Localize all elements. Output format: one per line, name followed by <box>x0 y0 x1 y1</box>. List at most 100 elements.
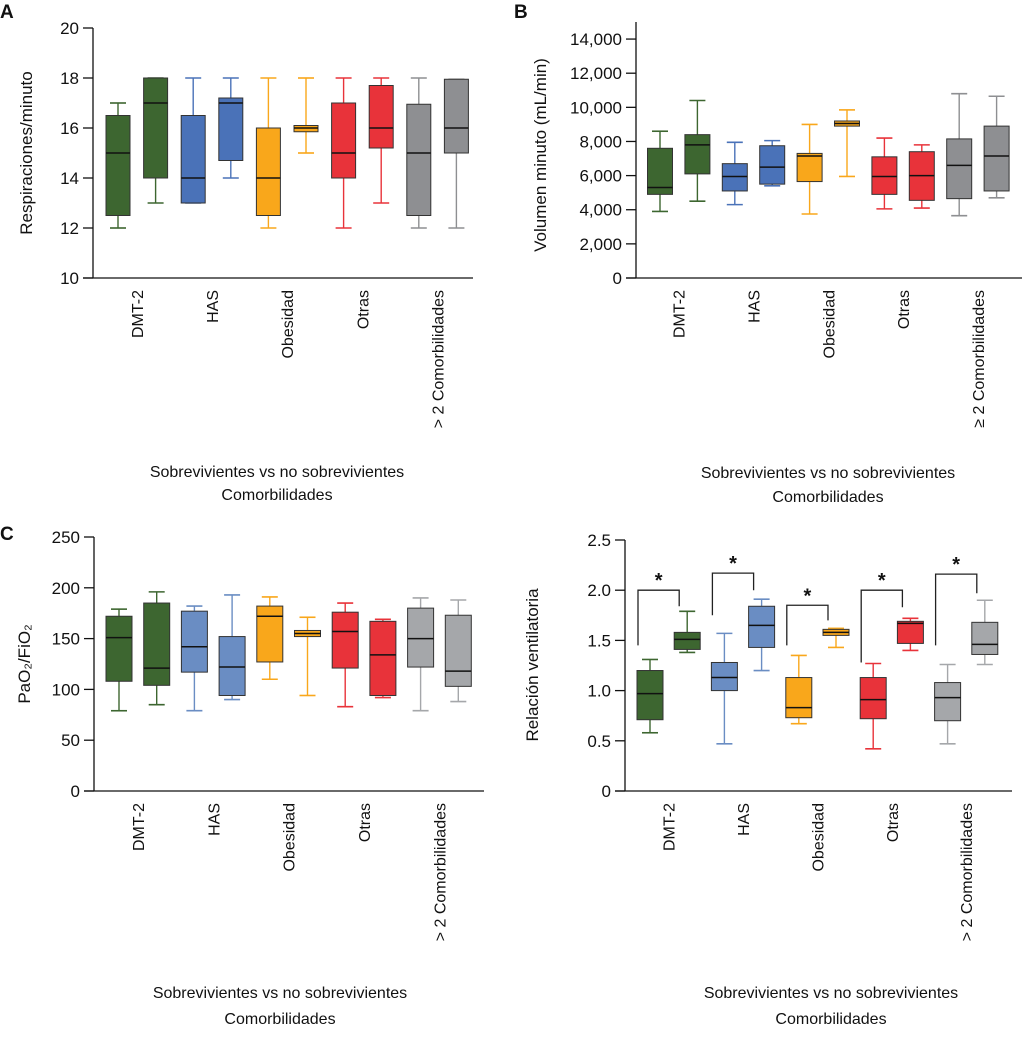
box <box>971 621 999 655</box>
box <box>759 145 786 185</box>
box <box>105 615 133 682</box>
x-axis-title: Sobrevivientes vs no sobrevivientes <box>150 464 404 481</box>
y-tick-label: 4,000 <box>579 201 622 220</box>
box <box>143 77 169 179</box>
y-tick-label: 0 <box>71 782 80 801</box>
box <box>443 78 469 154</box>
y-tick-label: 14 <box>60 169 79 188</box>
significance-star: * <box>804 585 812 607</box>
category-label: HAS <box>205 290 222 323</box>
box <box>368 85 394 149</box>
box <box>331 611 359 669</box>
y-tick-label: 200 <box>52 579 80 598</box>
panel-letter: A <box>0 2 14 23</box>
y-tick-label: 2.0 <box>587 581 611 600</box>
y-tick-label: 0 <box>602 782 611 801</box>
significance-bracket <box>934 573 978 646</box>
category-label: DMT-2 <box>662 803 679 851</box>
box <box>796 152 823 183</box>
x-axis-title: Sobrevivientes vs no sobrevivientes <box>704 985 958 1002</box>
y-tick-label: 100 <box>52 680 80 699</box>
y-tick-label: 12,000 <box>570 64 622 83</box>
category-label: > 2 Comorbilidades <box>432 803 449 941</box>
y-tick-label: 150 <box>52 630 80 649</box>
box <box>946 138 973 200</box>
box <box>785 677 813 719</box>
y-tick-label: 18 <box>60 69 79 88</box>
category-label: DMT-2 <box>131 803 148 851</box>
box <box>256 605 284 663</box>
box <box>180 115 206 204</box>
category-label: Otras <box>896 290 913 329</box>
box <box>859 677 887 720</box>
box <box>406 103 432 216</box>
box <box>444 614 472 687</box>
box <box>647 147 673 195</box>
y-axis-label: PaO₂/FiO₂ <box>15 624 34 703</box>
y-tick-label: 0 <box>613 269 622 288</box>
category-label: HAS <box>206 803 223 836</box>
category-label: HAS <box>747 290 764 323</box>
y-tick-label: 14,000 <box>570 30 622 49</box>
box <box>331 102 357 179</box>
y-tick-label: 10,000 <box>570 98 622 117</box>
y-tick-label: 2.5 <box>587 531 611 550</box>
y-tick-label: 50 <box>61 731 80 750</box>
box <box>255 127 281 216</box>
x-axis-title: Sobrevivientes vs no sobrevivientes <box>153 985 407 1002</box>
x-axis-title: Comorbilidades <box>221 487 332 504</box>
category-label: DMT-2 <box>672 290 689 338</box>
significance-star: * <box>878 570 886 592</box>
y-tick-label: 2,000 <box>579 235 622 254</box>
box <box>636 670 664 721</box>
y-tick-label: 0.5 <box>587 732 611 751</box>
box <box>673 631 701 650</box>
significance-star: * <box>952 554 960 576</box>
box <box>721 163 748 192</box>
y-tick-label: 12 <box>60 219 79 238</box>
box <box>871 156 898 195</box>
box <box>896 620 924 644</box>
y-axis-label: Respiraciones/minuto <box>17 71 36 234</box>
box <box>180 610 208 673</box>
box <box>983 125 1010 192</box>
y-tick-label: 6,000 <box>579 167 622 186</box>
y-tick-label: 8,000 <box>579 132 622 151</box>
x-axis-title: Comorbilidades <box>775 1011 886 1028</box>
significance-bracket <box>786 604 829 646</box>
significance-star: * <box>729 553 737 575</box>
box <box>710 661 738 692</box>
panel-letter: B <box>514 2 528 23</box>
box <box>684 134 711 175</box>
y-tick-label: 250 <box>52 528 80 547</box>
box <box>369 620 397 696</box>
category-label: Otras <box>885 803 902 842</box>
box <box>748 605 776 648</box>
significance-star: * <box>655 570 663 592</box>
category-label: Obesidad <box>282 803 299 872</box>
significance-bracket <box>711 572 755 616</box>
box <box>407 607 435 668</box>
category-label: Obesidad <box>821 290 838 359</box>
x-axis-title: Comorbilidades <box>224 1011 335 1028</box>
y-tick-label: 1.5 <box>587 631 611 650</box>
category-label: Otras <box>357 803 374 842</box>
category-label: DMT-2 <box>130 290 147 338</box>
box <box>218 636 246 696</box>
category-label: Obesidad <box>810 803 827 872</box>
category-label: HAS <box>736 803 753 836</box>
y-tick-label: 20 <box>60 19 79 38</box>
box <box>143 602 171 686</box>
category-label: ≥ 2 Comorbilidades <box>971 290 988 428</box>
x-axis-title: Comorbilidades <box>772 489 883 506</box>
y-tick-label: 16 <box>60 119 79 138</box>
category-label: Otras <box>355 290 372 329</box>
y-axis-label: Relación ventilatoria <box>523 588 542 742</box>
box <box>105 115 131 216</box>
y-tick-label: 1.0 <box>587 682 611 701</box>
panel-letter: C <box>0 524 14 545</box>
category-label: > 2 Comorbilidades <box>959 803 976 941</box>
category-label: Obesidad <box>280 290 297 359</box>
box <box>934 682 962 722</box>
